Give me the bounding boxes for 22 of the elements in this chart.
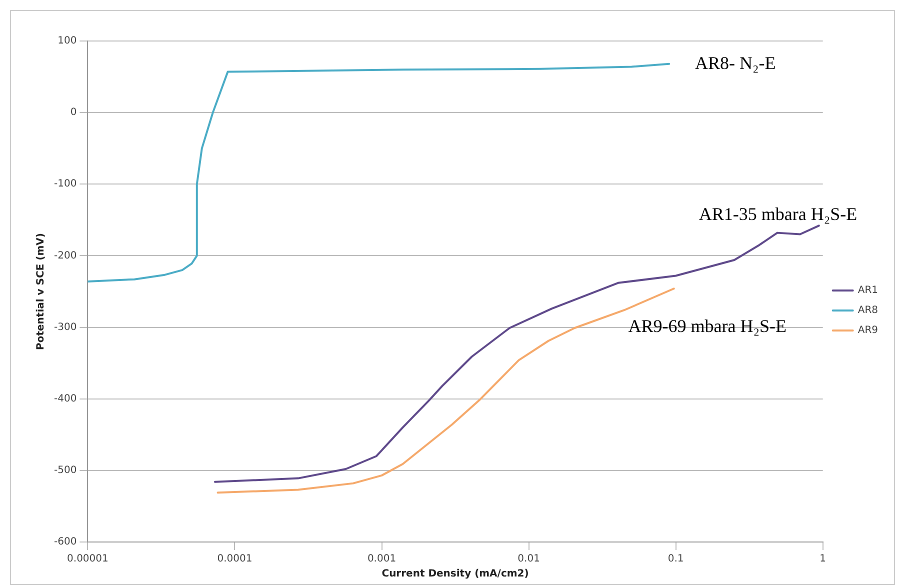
x-tick-label: 0.0001 bbox=[217, 554, 252, 565]
y-axis-title: Potential v SCE (mV) bbox=[36, 233, 47, 350]
x-tick-label: 1 bbox=[820, 554, 826, 565]
legend-label: AR8 bbox=[858, 305, 878, 316]
y-tick-label: -400 bbox=[54, 393, 77, 404]
y-tick-label: -500 bbox=[54, 465, 77, 476]
x-axis-title: Current Density (mA/cm2) bbox=[382, 568, 529, 580]
x-tick-label: 0.01 bbox=[518, 554, 540, 565]
legend-label: AR9 bbox=[858, 325, 878, 336]
annotation: AR1-35 mbara H₂S-E bbox=[698, 204, 858, 224]
annotation: AR8- N₂-E bbox=[694, 52, 776, 73]
legend-label: AR1 bbox=[858, 285, 878, 296]
x-tick-label: 0.1 bbox=[668, 554, 684, 565]
y-tick-label: -300 bbox=[54, 322, 77, 333]
y-tick-label: -600 bbox=[54, 536, 77, 548]
x-tick-label: 0.001 bbox=[367, 554, 396, 565]
y-tick-label: -100 bbox=[54, 178, 77, 190]
y-tick-label: -200 bbox=[54, 250, 77, 262]
annotation: AR9-69 mbara H₂S-E bbox=[628, 316, 787, 336]
y-tick-label: 100 bbox=[58, 36, 77, 47]
y-tick-label: 0 bbox=[70, 107, 77, 118]
x-tick-label: 0.00001 bbox=[67, 554, 108, 565]
